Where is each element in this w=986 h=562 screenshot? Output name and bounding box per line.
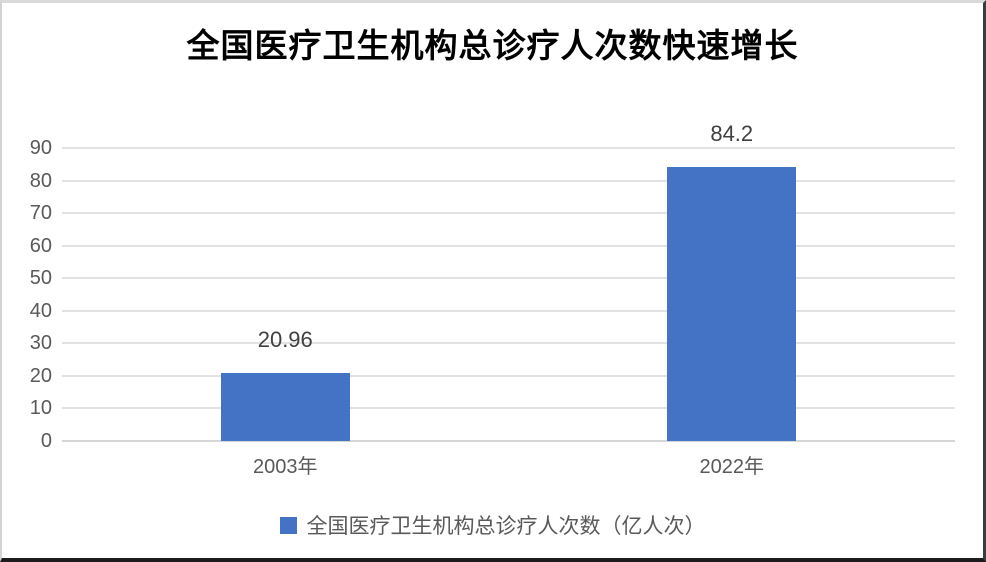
y-tick-label: 80 (29, 169, 52, 192)
x-tick-label: 2003年 (253, 456, 318, 478)
y-tick-label: 60 (29, 234, 52, 257)
y-tick-label: 40 (29, 299, 52, 322)
gridline (62, 244, 955, 247)
x-tick-label: 2022年 (699, 456, 765, 478)
gridline (62, 342, 955, 345)
bar-2022年[interactable] (667, 166, 797, 441)
data-label: 20.96 (257, 326, 313, 352)
gridline (62, 212, 955, 215)
gridline (62, 309, 955, 312)
y-tick-label: 30 (29, 332, 52, 355)
y-tick-label: 0 (40, 430, 52, 452)
legend-label: 全国医疗卫生机构总诊疗人次数（亿人次） (306, 515, 706, 538)
y-tick-label: 20 (29, 364, 52, 387)
gridline (62, 374, 955, 377)
y-tick-label: 10 (29, 397, 52, 420)
x-axis-line (62, 440, 955, 442)
gridline (62, 407, 955, 410)
y-tick-label: 90 (29, 137, 52, 159)
gridline (62, 147, 955, 149)
y-tick-label: 50 (29, 267, 52, 290)
gridline (62, 179, 955, 182)
data-label: 84.2 (710, 120, 754, 146)
legend-swatch (279, 516, 297, 534)
y-tick-label: 70 (29, 202, 52, 225)
legend: 全国医疗卫生机构总诊疗人次数（亿人次） (2, 510, 983, 540)
bar-2003年[interactable] (220, 372, 350, 441)
gridline (62, 277, 955, 280)
chart-title: 全国医疗卫生机构总诊疗人次数快速增长 (186, 27, 799, 64)
